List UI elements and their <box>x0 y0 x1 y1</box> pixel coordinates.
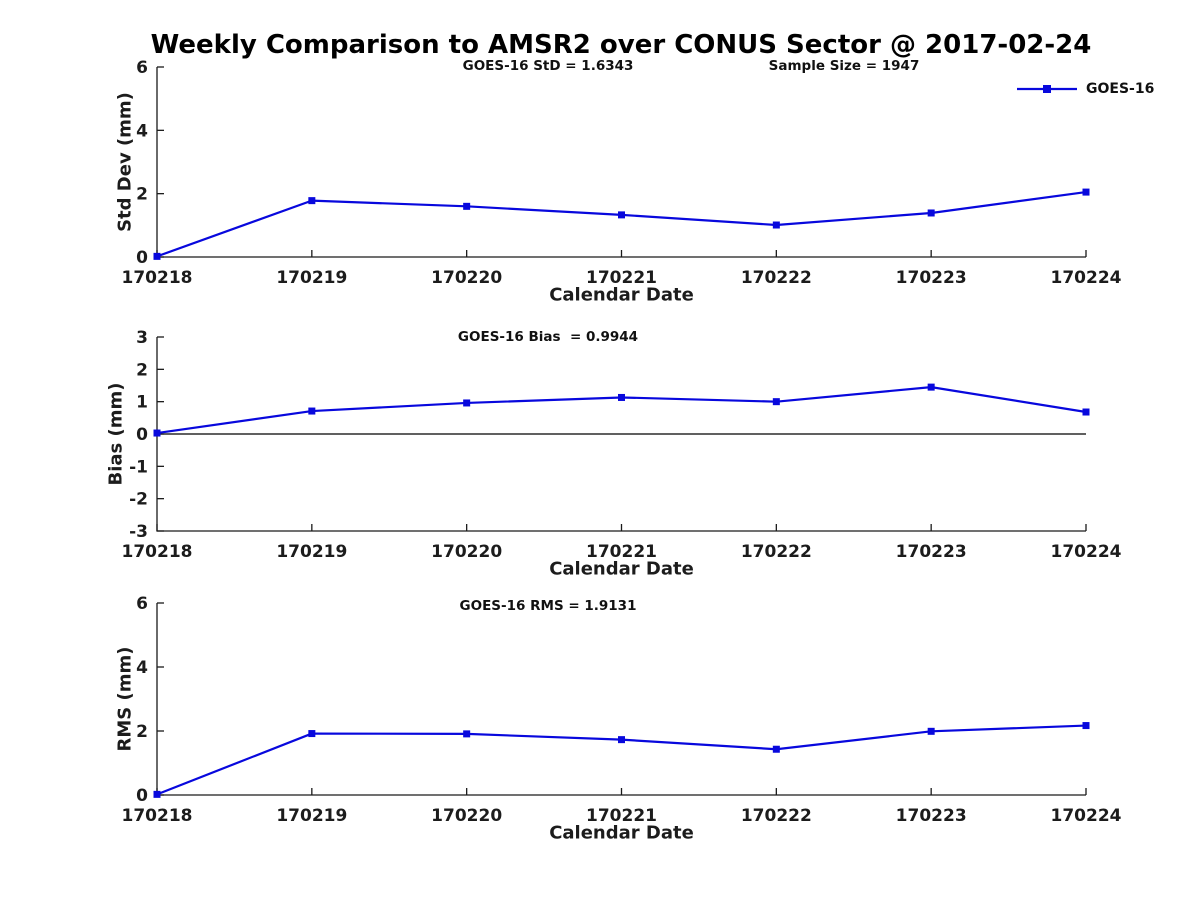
data-point-marker <box>308 197 316 205</box>
y-tick-label: 2 <box>136 185 148 205</box>
x-tick-label: 170220 <box>431 268 502 288</box>
legend-key-icon <box>1017 85 1077 93</box>
x-tick-label: 170222 <box>741 268 812 288</box>
y-tick-label: 1 <box>136 393 148 413</box>
y-tick-label: 0 <box>136 425 148 445</box>
y-tick-label: -1 <box>129 457 148 477</box>
data-point-marker <box>618 211 625 219</box>
x-axis-label-rms: Calendar Date <box>549 822 694 844</box>
data-point-marker <box>153 252 161 260</box>
x-tick-label: 170224 <box>1051 542 1122 562</box>
x-tick-label: 170221 <box>586 268 657 288</box>
x-tick-label: 170220 <box>431 806 502 826</box>
y-tick-label: 3 <box>136 328 148 348</box>
y-tick-label: -3 <box>129 522 148 542</box>
data-point-marker <box>1082 722 1090 730</box>
x-tick-label: 170219 <box>276 268 347 288</box>
data-point-marker <box>772 745 780 753</box>
subplot-rms: 0 2 4 6 170218 170219 170220 170221 170222 170223… <box>122 594 1122 826</box>
y-axis-label-bias: Bias (mm) <box>105 382 127 486</box>
figure-title: Weekly Comparison to AMSR2 over CONUS Se… <box>150 30 1092 61</box>
y-tick-label: 4 <box>136 658 148 678</box>
x-axis-label-bias: Calendar Date <box>549 558 694 580</box>
x-tick-label: 170222 <box>741 542 812 562</box>
x-tick-label: 170219 <box>276 806 347 826</box>
y-axis-label-rms: RMS (mm) <box>114 646 136 752</box>
data-point-marker <box>153 790 161 798</box>
x-tick-label: 170220 <box>431 542 502 562</box>
data-point-marker <box>1082 408 1090 416</box>
data-point-marker <box>1082 188 1090 196</box>
data-point-marker <box>772 398 780 406</box>
x-axis-label-std-dev: Calendar Date <box>549 284 694 306</box>
axis-lines <box>156 603 1086 796</box>
sample-size-annotation: Sample Size = 1947 <box>768 58 920 75</box>
data-point-marker <box>618 736 625 744</box>
x-tick-label: 170219 <box>276 542 347 562</box>
data-point-marker <box>463 202 471 210</box>
legend-label: GOES-16 <box>1086 81 1155 97</box>
x-tick-label: 170218 <box>122 806 193 826</box>
y-tick-label: 6 <box>136 594 148 614</box>
y-tick-label: 0 <box>136 786 148 806</box>
y-tick-label: -2 <box>129 490 148 510</box>
rms-stat-annotation: GOES-16 RMS = 1.9131 <box>459 598 637 615</box>
y-tick-label: 4 <box>136 121 148 141</box>
x-tick-label: 170223 <box>896 806 967 826</box>
x-tick-label: 170221 <box>586 806 657 826</box>
x-tick-label: 170221 <box>586 542 657 562</box>
legend-marker <box>1043 85 1051 93</box>
data-point-marker <box>927 727 935 735</box>
data-point-marker <box>308 730 316 738</box>
x-tick-label: 170218 <box>122 542 193 562</box>
data-point-marker <box>618 393 625 401</box>
y-tick-label: 6 <box>136 58 148 78</box>
subplot-std-dev: 0 2 4 6 170218 170219 170220 170221 170222 170223… <box>122 58 1122 288</box>
x-tick-label: 170218 <box>122 268 193 288</box>
x-tick-label: 170223 <box>896 542 967 562</box>
data-point-marker <box>463 399 471 407</box>
series-line <box>156 724 1087 796</box>
data-point-marker <box>463 730 471 738</box>
y-tick-label: 2 <box>136 722 148 742</box>
data-point-marker <box>927 383 935 391</box>
data-point-marker <box>308 407 316 415</box>
axis-lines <box>156 67 1086 258</box>
y-tick-label: 2 <box>136 360 148 380</box>
data-point-marker <box>927 209 935 217</box>
data-point-marker <box>772 221 780 229</box>
std-stat-annotation: GOES-16 StD = 1.6343 <box>462 58 634 75</box>
x-tick-label: 170224 <box>1051 268 1122 288</box>
x-tick-label: 170223 <box>896 268 967 288</box>
y-tick-label: 0 <box>136 248 148 268</box>
x-tick-label: 170224 <box>1051 806 1122 826</box>
x-tick-label: 170222 <box>741 806 812 826</box>
bias-stat-annotation: GOES-16 Bias = 0.9944 <box>457 329 639 346</box>
legend: GOES-16 <box>1016 80 1154 98</box>
series-line <box>156 190 1087 258</box>
data-point-marker <box>153 429 161 437</box>
y-axis-label-std-dev: Std Dev (mm) <box>114 92 136 232</box>
